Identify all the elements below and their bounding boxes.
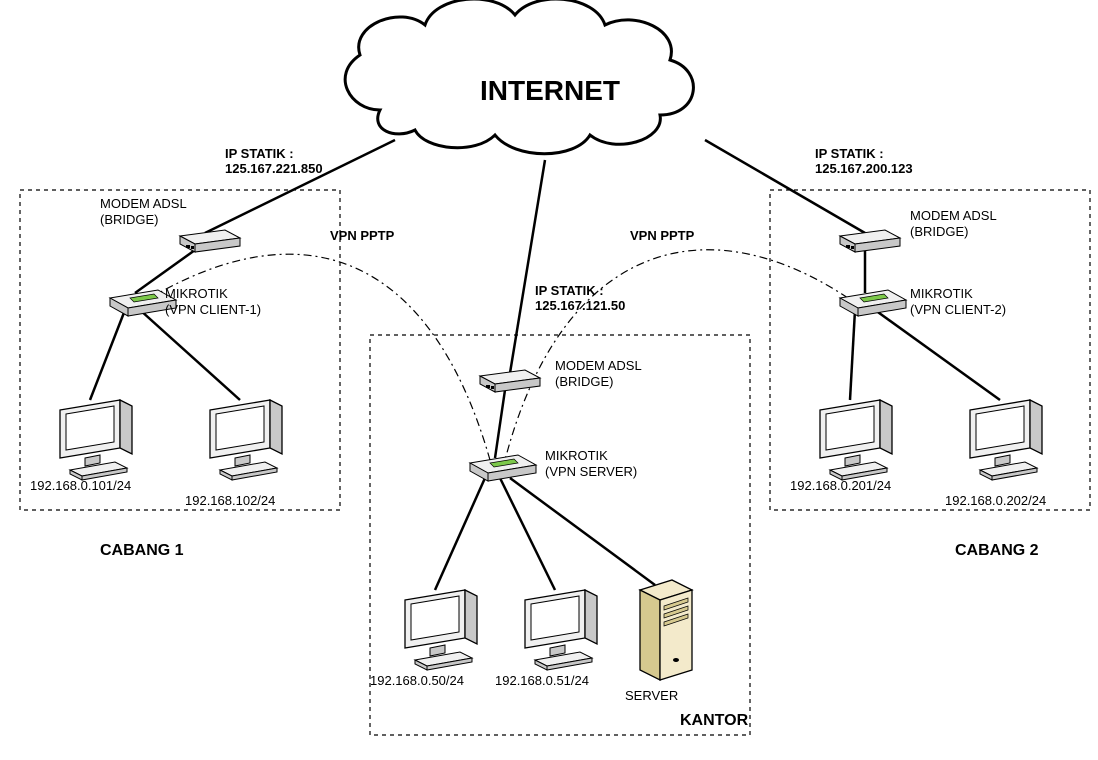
router-router_c2 [840,290,906,316]
svg-text:(BRIDGE): (BRIDGE) [100,212,159,227]
svg-text:192.168.0.101/24: 192.168.0.101/24 [30,478,131,493]
pc-pc_ka [405,590,477,670]
link-5 [140,310,240,400]
pc-pc_kb [525,590,597,670]
modem-modem_k [480,370,540,392]
pc-pc_c2b [970,400,1042,480]
svg-text:192.168.0.51/24: 192.168.0.51/24 [495,673,589,688]
modem-modem_c2 [840,230,900,252]
vpn-label-left: VPN PPTP [330,228,395,243]
link-4 [90,310,125,400]
ip-label-left: IP STATIK : [225,146,294,161]
server-server_k [640,580,692,680]
svg-text:MODEM ADSL: MODEM ADSL [555,358,642,373]
svg-text:125.167.200.123: 125.167.200.123 [815,161,913,176]
site-title-kantor: KANTOR [680,712,749,729]
vpn-tunnel-1 [505,250,848,460]
svg-text:192.168.0.50/24: 192.168.0.50/24 [370,673,464,688]
svg-text:MIKROTIK: MIKROTIK [165,286,228,301]
internet-label: INTERNET [480,75,620,106]
pc-pc_c1a [60,400,132,480]
svg-text:125.167.221.850: 125.167.221.850 [225,161,323,176]
svg-text:192.168.0.202/24: 192.168.0.202/24 [945,493,1046,508]
link-8 [875,310,1000,400]
link-10 [435,478,485,590]
svg-text:125.167.121.50: 125.167.121.50 [535,298,625,313]
svg-text:(VPN CLIENT-1): (VPN CLIENT-1) [165,302,261,317]
ip-label-mid: IP STATIK : [535,283,604,298]
svg-text:MIKROTIK: MIKROTIK [545,448,608,463]
link-7 [850,310,855,400]
svg-text:192.168.0.201/24: 192.168.0.201/24 [790,478,891,493]
link-9 [495,390,505,458]
svg-text:SERVER: SERVER [625,688,678,703]
vpn-label-right: VPN PPTP [630,228,695,243]
svg-text:(VPN SERVER): (VPN SERVER) [545,464,637,479]
svg-text:MODEM ADSL: MODEM ADSL [100,196,187,211]
router-router_k [470,455,536,481]
svg-text:MODEM ADSL: MODEM ADSL [910,208,997,223]
svg-text:192.168.102/24: 192.168.102/24 [185,493,275,508]
modem-modem_c1 [180,230,240,252]
network-diagram: INTERNET CABANG 1 KANTOR CABANG 2 MODEM ADSL… [0,0,1098,760]
svg-text:(BRIDGE): (BRIDGE) [555,374,614,389]
link-1 [510,160,545,373]
pc-pc_c1b [210,400,282,480]
svg-text:(BRIDGE): (BRIDGE) [910,224,969,239]
ip-label-right: IP STATIK : [815,146,884,161]
svg-text:(VPN CLIENT-2): (VPN CLIENT-2) [910,302,1006,317]
link-12 [510,478,655,585]
pc-pc_c2a [820,400,892,480]
svg-text:MIKROTIK: MIKROTIK [910,286,973,301]
site-title-cabang1: CABANG 1 [100,542,184,559]
link-11 [500,478,555,590]
site-title-cabang2: CABANG 2 [955,542,1039,559]
